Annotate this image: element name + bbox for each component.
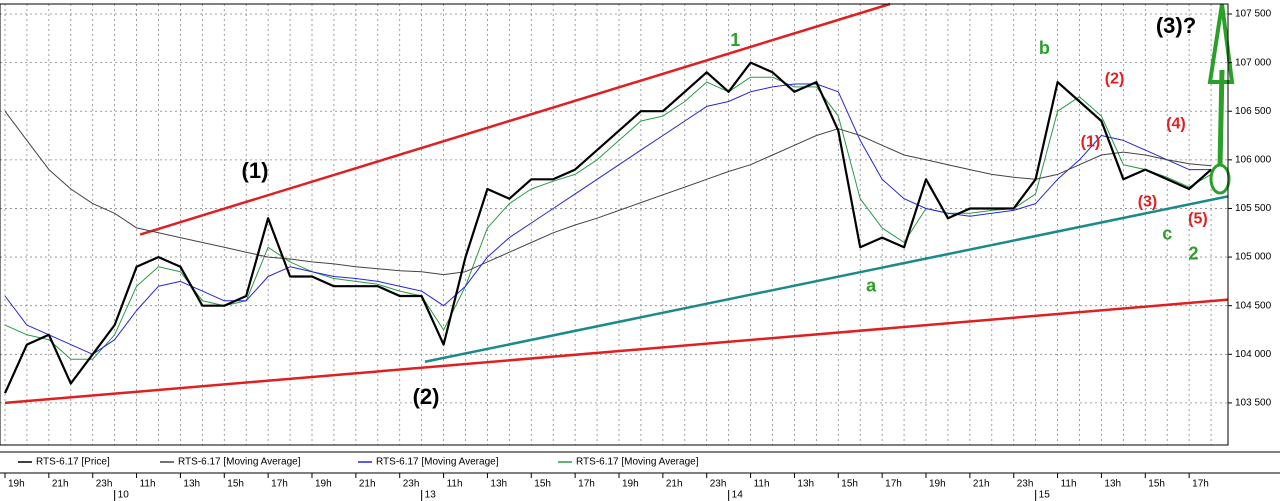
trend-line bbox=[139, 2, 891, 236]
x-tick-label: 17h bbox=[885, 479, 902, 490]
x-tick-label: 19h bbox=[622, 479, 639, 490]
annotation: (1) bbox=[1081, 134, 1101, 151]
x-tick-label: 15h bbox=[1148, 479, 1165, 490]
annotation: 2 bbox=[1189, 243, 1199, 263]
x-tick-label: 21h bbox=[666, 479, 683, 490]
date-label: 14 bbox=[732, 490, 744, 501]
overlay bbox=[1207, 3, 1235, 195]
x-tick-label: 11h bbox=[140, 479, 156, 490]
grid bbox=[0, 4, 1228, 445]
annotation: (3)? bbox=[1156, 13, 1196, 38]
x-tick-label: 21h bbox=[359, 479, 376, 490]
x-tick-label: 17h bbox=[1192, 479, 1209, 490]
x-tick-label: 15h bbox=[841, 479, 858, 490]
arrow-shaft bbox=[1217, 69, 1225, 167]
date-label: 13 bbox=[425, 490, 437, 501]
x-tick-label: 19h bbox=[929, 479, 946, 490]
trend-line bbox=[4, 298, 1229, 405]
plot: (1) (2) (3)? 1 b a c2 (2) (1) (4) (3) (5) bbox=[3, 2, 1229, 409]
annotation: (5) bbox=[1188, 211, 1208, 228]
date-label: 15 bbox=[1039, 490, 1051, 501]
annotation: (2) bbox=[1105, 70, 1125, 87]
y-tick-label: 106 000 bbox=[1235, 154, 1272, 165]
annotation: (1) bbox=[242, 158, 269, 183]
x-tick-label: 23h bbox=[710, 479, 727, 490]
series-line bbox=[4, 83, 1212, 355]
x-tick-label: 21h bbox=[52, 479, 69, 490]
trend-line bbox=[424, 195, 1229, 364]
annotation: (2) bbox=[413, 384, 440, 409]
annotation: 1 bbox=[730, 30, 740, 50]
y-tick-label: 104 000 bbox=[1235, 349, 1272, 360]
x-tick-label: 19h bbox=[315, 479, 332, 490]
y-tick-label: 105 000 bbox=[1235, 252, 1272, 263]
x-tick-label: 23h bbox=[403, 479, 420, 490]
legend-label: RTS-6.17 [Moving Average] bbox=[178, 457, 301, 468]
x-tick-label: 17h bbox=[271, 479, 288, 490]
annotation: (3) bbox=[1138, 194, 1158, 211]
y-tick-label: 103 500 bbox=[1235, 398, 1272, 409]
legend-label: RTS-6.17 [Price] bbox=[36, 457, 110, 468]
series-line bbox=[3, 61, 1212, 394]
x-tick-label: 13h bbox=[490, 479, 507, 490]
x-tick-label: 17h bbox=[578, 479, 595, 490]
y-tick-label: 105 500 bbox=[1235, 203, 1272, 214]
legend-label: RTS-6.17 [Moving Average] bbox=[576, 457, 699, 468]
legend: RTS-6.17 [Price] RTS-6.17 [Moving Average… bbox=[18, 457, 699, 468]
x-tick-label: 13h bbox=[797, 479, 814, 490]
x-tick-label: 21h bbox=[973, 479, 990, 490]
x-tick-label: 19h bbox=[8, 479, 25, 490]
x-tick-label: 15h bbox=[534, 479, 551, 490]
annotation: (4) bbox=[1166, 115, 1186, 132]
x-tick-label: 15h bbox=[227, 479, 244, 490]
x-tick-label: 13h bbox=[1104, 479, 1121, 490]
series-line bbox=[4, 110, 1212, 276]
annotation: a bbox=[866, 275, 877, 295]
plot-border bbox=[0, 3, 1229, 446]
x-tick-label: 11h bbox=[1061, 479, 1077, 490]
legend-label: RTS-6.17 [Moving Average] bbox=[376, 457, 499, 468]
y-tick-label: 104 500 bbox=[1235, 300, 1272, 311]
annotation: c bbox=[1162, 223, 1172, 243]
y-tick-label: 106 500 bbox=[1235, 106, 1272, 117]
annotation: b bbox=[1039, 38, 1050, 58]
x-tick-label: 11h bbox=[754, 479, 770, 490]
y-tick-label: 107 500 bbox=[1235, 9, 1272, 20]
x-tick-label: 13h bbox=[183, 479, 200, 490]
y-tick-label: 107 000 bbox=[1235, 57, 1272, 68]
arrow-head bbox=[1207, 3, 1235, 84]
date-label: 10 bbox=[118, 490, 130, 501]
x-tick-label: 23h bbox=[96, 479, 113, 490]
x-tick-label: 11h bbox=[447, 479, 463, 490]
x-tick-label: 23h bbox=[1017, 479, 1034, 490]
